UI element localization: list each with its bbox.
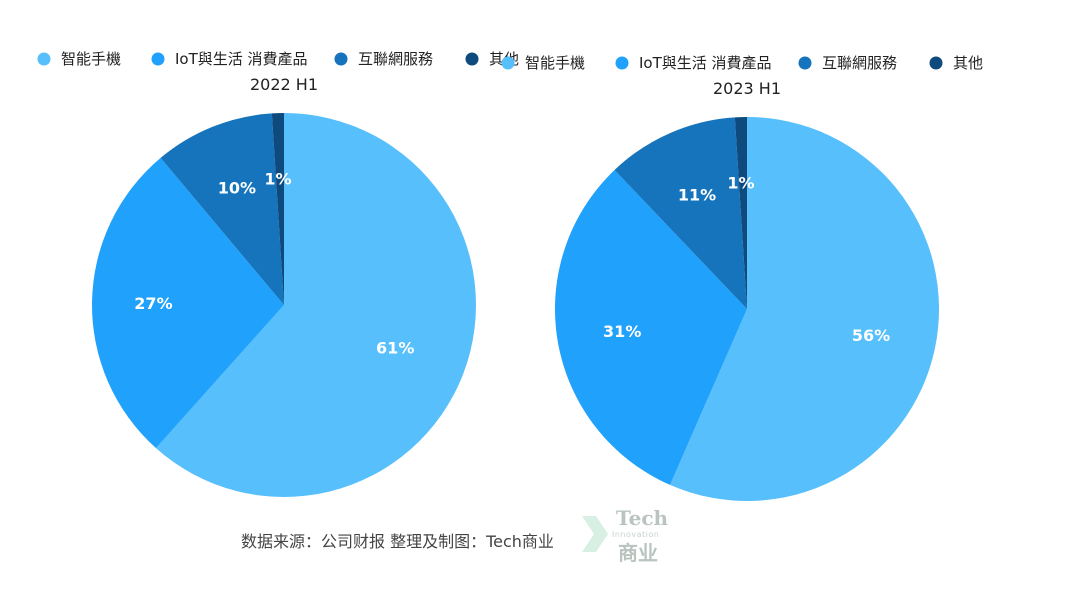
- pie-title: 2023 H1: [713, 79, 781, 98]
- legend-swatch: [798, 56, 812, 70]
- slice-data-label: 61%: [376, 338, 414, 357]
- pie-slice: [734, 117, 747, 309]
- slice-data-label: 31%: [603, 322, 641, 341]
- legend-item: 互聯網服務: [798, 54, 897, 72]
- legend-item: 智能手機: [37, 50, 121, 68]
- slice-data-label: 1%: [264, 169, 291, 188]
- pie-chart-2: 智能手機 IoT與生活 消費產品 互聯網服務 其他 2023 H1 56% 31% 11% 1%: [501, 54, 983, 501]
- pie-slice: [271, 113, 284, 305]
- legend-label: 智能手機: [525, 54, 585, 72]
- chevron-right-icon: [582, 516, 608, 552]
- pie-title: 2022 H1: [250, 75, 318, 94]
- legend-label: 互聯網服務: [822, 54, 897, 72]
- pie-slice: [555, 170, 747, 485]
- legend-swatch: [929, 56, 943, 70]
- legend-swatch: [334, 52, 348, 66]
- legend-swatch: [465, 52, 479, 66]
- pie-slice: [92, 157, 285, 449]
- pie-slice: [155, 113, 476, 497]
- slice-data-label: 56%: [852, 326, 890, 345]
- logo-text-innovation: Innovation: [612, 530, 660, 539]
- pie-slice: [614, 117, 747, 309]
- legend-label: 互聯網服務: [358, 50, 433, 68]
- legend-swatch: [615, 56, 629, 70]
- legend-swatch: [501, 56, 515, 70]
- legend-item: 其他: [929, 54, 983, 72]
- pie-slice: [670, 117, 939, 501]
- slice-data-label: 10%: [218, 178, 256, 197]
- legend-item: IoT與生活 消費產品: [151, 50, 308, 68]
- slice-data-label: 1%: [727, 173, 754, 192]
- slice-data-label: 27%: [134, 294, 172, 313]
- logo-text-tech: Tech: [616, 506, 669, 530]
- legend-swatch: [151, 52, 165, 66]
- legend-label: 智能手機: [61, 50, 121, 68]
- legend-swatch: [37, 52, 51, 66]
- slice-data-label: 11%: [678, 186, 716, 205]
- tech-business-logo: Tech Innovation 商业: [580, 506, 680, 565]
- legend-item: 智能手機: [501, 54, 585, 72]
- legend-label: 其他: [953, 54, 983, 72]
- legend-item: 互聯網服務: [334, 50, 433, 68]
- legend-label: IoT與生活 消費產品: [639, 54, 772, 72]
- legend-label: IoT與生活 消費產品: [175, 50, 308, 68]
- logo-text-cn: 商业: [618, 541, 658, 565]
- pie-slice: [160, 113, 284, 305]
- data-source-note: 数据来源：公司财报 整理及制图：Tech商业: [241, 532, 554, 551]
- legend-item: IoT與生活 消費產品: [615, 54, 772, 72]
